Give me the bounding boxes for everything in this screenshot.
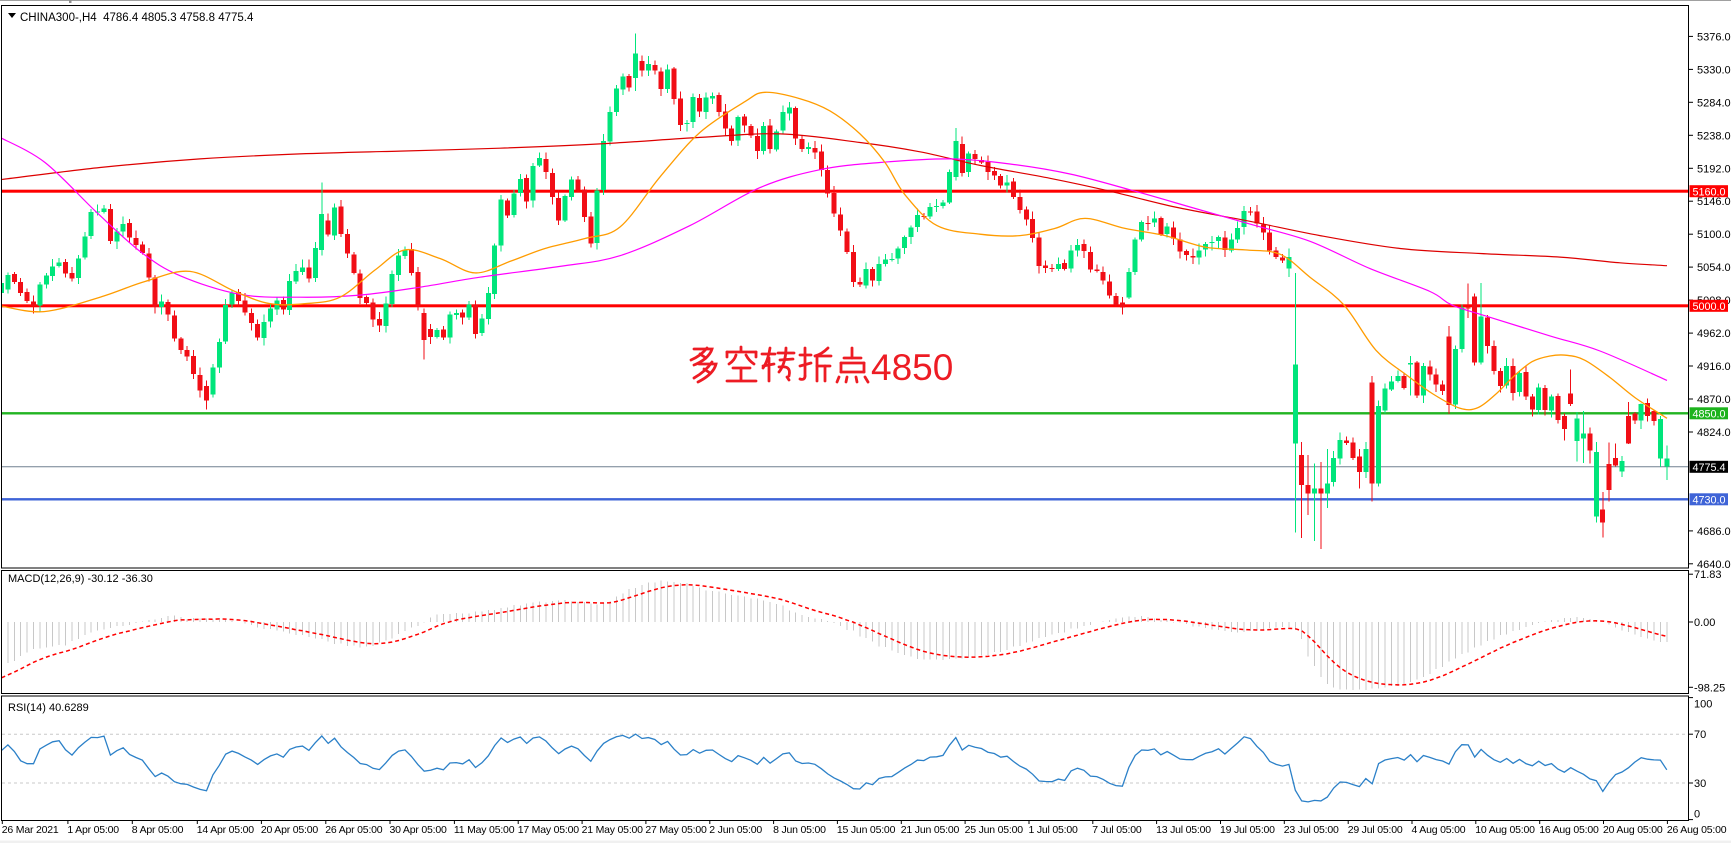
svg-text:16 Aug 05:00: 16 Aug 05:00 bbox=[1539, 824, 1599, 836]
svg-text:30 Apr 05:00: 30 Apr 05:00 bbox=[390, 824, 448, 836]
svg-text:5284.0: 5284.0 bbox=[1697, 97, 1731, 109]
svg-text:4824.0: 4824.0 bbox=[1697, 427, 1731, 439]
svg-text:RSI(14) 40.6289: RSI(14) 40.6289 bbox=[8, 702, 89, 714]
svg-text:11 May 05:00: 11 May 05:00 bbox=[454, 824, 515, 836]
svg-text:23 Jul 05:00: 23 Jul 05:00 bbox=[1284, 824, 1339, 836]
svg-text:5100.0: 5100.0 bbox=[1697, 229, 1731, 241]
svg-text:0: 0 bbox=[1694, 809, 1700, 821]
svg-text:5054.0: 5054.0 bbox=[1697, 262, 1731, 274]
svg-text:4686.0: 4686.0 bbox=[1697, 526, 1731, 538]
svg-text:4870.0: 4870.0 bbox=[1697, 394, 1731, 406]
svg-text:8 Jun 05:00: 8 Jun 05:00 bbox=[773, 824, 826, 836]
svg-text:20 Apr 05:00: 20 Apr 05:00 bbox=[261, 824, 319, 836]
svg-text:20 Aug 05:00: 20 Aug 05:00 bbox=[1603, 824, 1663, 836]
svg-text:1 Apr 05:00: 1 Apr 05:00 bbox=[67, 824, 119, 836]
svg-text:15 Jun 05:00: 15 Jun 05:00 bbox=[837, 824, 896, 836]
svg-text:5160.0: 5160.0 bbox=[1693, 186, 1726, 198]
svg-text:26 Apr 05:00: 26 Apr 05:00 bbox=[325, 824, 383, 836]
svg-text:4775.4: 4775.4 bbox=[1693, 462, 1726, 474]
svg-text:13 Jul 05:00: 13 Jul 05:00 bbox=[1156, 824, 1211, 836]
svg-text:29 Jul 05:00: 29 Jul 05:00 bbox=[1348, 824, 1403, 836]
svg-text:8 Apr 05:00: 8 Apr 05:00 bbox=[132, 824, 184, 836]
svg-text:25 Jun 05:00: 25 Jun 05:00 bbox=[965, 824, 1024, 836]
svg-text:26 Aug 05:00: 26 Aug 05:00 bbox=[1667, 824, 1727, 836]
svg-text:21 Jun 05:00: 21 Jun 05:00 bbox=[901, 824, 960, 836]
svg-text:4 Aug 05:00: 4 Aug 05:00 bbox=[1412, 824, 1466, 836]
svg-text:14 Apr 05:00: 14 Apr 05:00 bbox=[197, 824, 255, 836]
svg-text:100: 100 bbox=[1694, 699, 1712, 711]
svg-text:27 May 05:00: 27 May 05:00 bbox=[645, 824, 707, 836]
svg-text:17 May 05:00: 17 May 05:00 bbox=[518, 824, 580, 836]
svg-text:CHINA300-,H4 4786.4 4805.3 47: CHINA300-,H4 4786.4 4805.3 4758.8 4775.4 bbox=[20, 12, 254, 24]
svg-text:5330.0: 5330.0 bbox=[1697, 64, 1731, 76]
svg-text:7 Jul 05:00: 7 Jul 05:00 bbox=[1092, 824, 1142, 836]
svg-text:5376.0: 5376.0 bbox=[1697, 31, 1731, 43]
svg-text:26 Mar 2021: 26 Mar 2021 bbox=[2, 824, 59, 836]
svg-text:4850: 4850 bbox=[871, 347, 953, 388]
svg-text:30: 30 bbox=[1694, 778, 1706, 790]
svg-text:4962.0: 4962.0 bbox=[1697, 328, 1731, 340]
svg-text:-98.25: -98.25 bbox=[1694, 682, 1725, 694]
svg-text:4850.0: 4850.0 bbox=[1693, 409, 1726, 421]
svg-text:1 Jul 05:00: 1 Jul 05:00 bbox=[1029, 824, 1079, 836]
svg-text:4730.0: 4730.0 bbox=[1693, 495, 1726, 507]
svg-text:19 Jul 05:00: 19 Jul 05:00 bbox=[1220, 824, 1275, 836]
svg-text:5192.0: 5192.0 bbox=[1697, 163, 1731, 175]
svg-text:0.00: 0.00 bbox=[1694, 617, 1715, 629]
svg-text:5146.0: 5146.0 bbox=[1697, 196, 1731, 208]
svg-text:4916.0: 4916.0 bbox=[1697, 361, 1731, 373]
svg-text:70: 70 bbox=[1694, 729, 1706, 741]
svg-text:10 Aug 05:00: 10 Aug 05:00 bbox=[1475, 824, 1535, 836]
svg-text:MACD(12,26,9) -30.12 -36.30: MACD(12,26,9) -30.12 -36.30 bbox=[8, 573, 153, 585]
svg-text:5000.0: 5000.0 bbox=[1693, 301, 1726, 313]
svg-text:71.83: 71.83 bbox=[1694, 569, 1722, 581]
svg-text:21 May 05:00: 21 May 05:00 bbox=[582, 824, 644, 836]
svg-text:5238.0: 5238.0 bbox=[1697, 130, 1731, 142]
svg-text:2 Jun 05:00: 2 Jun 05:00 bbox=[709, 824, 762, 836]
svg-text:4640.0: 4640.0 bbox=[1697, 559, 1731, 571]
